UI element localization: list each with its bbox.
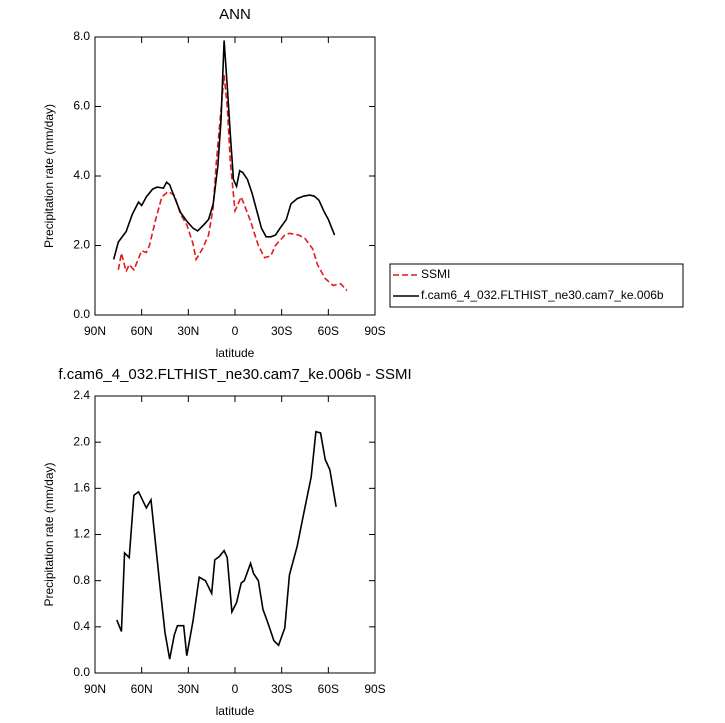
x-tick-label: 0 [232, 682, 239, 696]
x-tick-label: 0 [232, 324, 239, 338]
x-axis-title: latitude [216, 346, 255, 360]
x-tick-label: 90N [84, 682, 106, 696]
y-tick-label: 8.0 [73, 29, 90, 43]
data-line [116, 430, 337, 660]
x-tick-label: 60N [131, 682, 153, 696]
y-axis-title: Precipitation rate (mm/day) [42, 104, 56, 248]
y-tick-label: 0.4 [73, 619, 90, 633]
chart-title: f.cam6_4_032.FLTHIST_ne30.cam7_ke.006b -… [58, 366, 411, 383]
data-line [112, 40, 336, 260]
x-axis-title: latitude [216, 704, 255, 718]
plot-frame [94, 36, 376, 316]
legend-label: f.cam6_4_032.FLTHIST_ne30.cam7_ke.006b [421, 288, 664, 302]
x-tick-label: 90S [364, 682, 385, 696]
y-tick-label: 2.4 [73, 388, 90, 402]
x-tick-label: 90N [84, 324, 106, 338]
x-tick-label: 30N [177, 324, 199, 338]
y-tick-label: 6.0 [73, 99, 90, 113]
legend-box [389, 263, 684, 308]
x-tick-label: 30S [271, 324, 292, 338]
y-tick-label: 2.0 [73, 238, 90, 252]
y-tick-label: 0.8 [73, 573, 90, 587]
x-tick-label: 90S [364, 324, 385, 338]
data-line [117, 75, 348, 292]
legend-label: SSMI [421, 267, 450, 281]
y-tick-label: 0.0 [73, 665, 90, 679]
x-tick-label: 30S [271, 682, 292, 696]
x-tick-label: 60S [318, 682, 339, 696]
y-tick-label: 1.2 [73, 527, 90, 541]
chart-title: ANN [219, 6, 251, 23]
x-tick-label: 60S [318, 324, 339, 338]
x-tick-label: 30N [177, 682, 199, 696]
y-tick-label: 0.0 [73, 307, 90, 321]
plot-frame [94, 395, 376, 674]
y-tick-label: 1.6 [73, 481, 90, 495]
y-axis-title: Precipitation rate (mm/day) [42, 462, 56, 606]
x-tick-label: 60N [131, 324, 153, 338]
y-tick-label: 2.0 [73, 434, 90, 448]
y-tick-label: 4.0 [73, 168, 90, 182]
